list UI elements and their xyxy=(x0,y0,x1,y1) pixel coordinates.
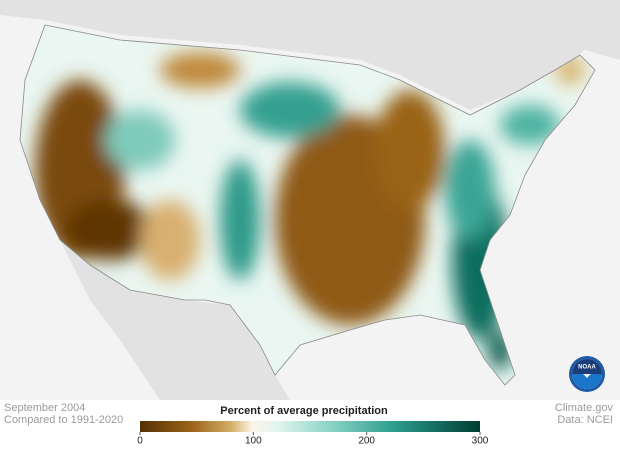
tick-label: 0 xyxy=(137,436,143,447)
legend-title: Percent of average precipitation xyxy=(220,405,388,417)
credit-site: Climate.gov xyxy=(555,402,614,414)
canada xyxy=(0,0,620,110)
tick-label: 100 xyxy=(245,436,262,447)
logo-text: NOAA xyxy=(578,365,596,371)
tick-label: 300 xyxy=(472,436,489,447)
tick-label: 200 xyxy=(358,436,375,447)
us-border xyxy=(19,24,596,386)
caption-baseline: Compared to 1991-2020 xyxy=(4,414,123,426)
caption-date: September 2004 xyxy=(4,402,85,414)
mexico xyxy=(60,240,290,400)
noaa-logo: NOAA xyxy=(569,356,605,392)
color-scale xyxy=(140,421,480,432)
legend-ticks: 0 100 200 300 xyxy=(137,432,489,447)
credit-source: Data: NCEI xyxy=(557,414,613,426)
